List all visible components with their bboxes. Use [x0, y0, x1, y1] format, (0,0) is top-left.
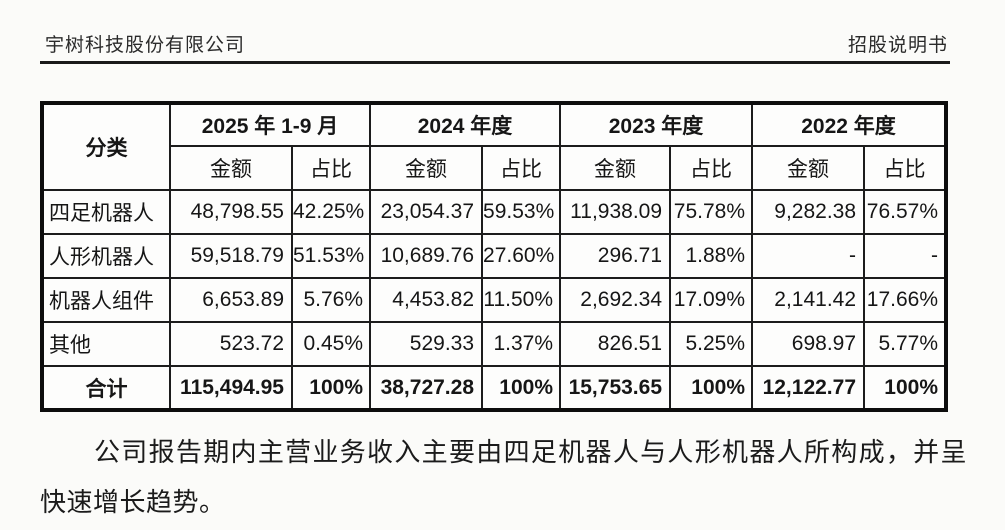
- cell-ratio: 76.57%: [863, 189, 948, 235]
- page-header: 宇树科技股份有限公司 招股说明书: [45, 30, 948, 57]
- cell-ratio: 5.76%: [290, 277, 372, 323]
- cell-amount: 2,692.34: [559, 277, 672, 323]
- cell-amount: 826.51: [559, 321, 672, 367]
- header-amount-2025: 金额: [169, 145, 293, 191]
- cell-amount: 523.72: [169, 321, 293, 367]
- cell-amount: 38,727.28: [369, 365, 484, 411]
- cell-ratio: 75.78%: [669, 189, 754, 235]
- cell-amount: 6,653.89: [169, 277, 293, 323]
- document-type-label: 招股说明书: [847, 35, 948, 56]
- header-ratio-2022: 占比: [863, 145, 948, 191]
- cell-amount: 12,122.77: [751, 365, 866, 411]
- header-ratio-2025: 占比: [290, 145, 372, 191]
- row-category: 合计: [41, 365, 171, 411]
- cell-amount: 11,938.09: [559, 189, 672, 235]
- table-row-humanoid-robot: 人形机器人 59,518.79 51.53% 10,689.76 27.60% …: [41, 233, 948, 279]
- cell-ratio: 27.60%: [481, 233, 562, 279]
- header-divider: [40, 61, 950, 64]
- header-period-2025: 2025 年 1-9 月: [168, 102, 372, 147]
- cell-amount: 698.97: [751, 321, 866, 367]
- cell-ratio: 100%: [863, 365, 948, 411]
- cell-ratio: 100%: [669, 365, 754, 411]
- header-amount-2022: 金额: [751, 145, 866, 191]
- header-amount-2023: 金额: [559, 145, 672, 191]
- cell-amount: 9,282.38: [751, 189, 866, 235]
- cell-ratio: 17.09%: [669, 277, 754, 323]
- header-category: 分类: [41, 102, 171, 191]
- table-row-other: 其他 523.72 0.45% 529.33 1.37% 826.51 5.25…: [41, 321, 948, 367]
- cell-ratio: 1.37%: [481, 321, 562, 367]
- row-category: 人形机器人: [41, 233, 171, 279]
- table-header-subcolumns: 金额 占比 金额 占比 金额 占比 金额 占比: [42, 145, 948, 191]
- cell-amount: 115,494.95: [169, 365, 293, 411]
- cell-ratio: 5.25%: [669, 321, 754, 367]
- cell-amount: 15,753.65: [559, 365, 672, 411]
- cell-amount: 529.33: [369, 321, 484, 367]
- row-category: 机器人组件: [41, 277, 171, 323]
- header-ratio-2023: 占比: [669, 145, 754, 191]
- company-name: 宇树科技股份有限公司: [45, 35, 246, 56]
- header-ratio-2024: 占比: [481, 145, 562, 191]
- cell-amount: 296.71: [559, 233, 672, 279]
- cell-ratio: 42.25%: [290, 189, 372, 235]
- cell-ratio: 1.88%: [669, 233, 754, 279]
- cell-amount: 10,689.76: [369, 233, 484, 279]
- row-category: 四足机器人: [41, 189, 171, 235]
- revenue-table: 分类 2025 年 1-9 月 2024 年度 2023 年度 2022 年度 …: [40, 101, 949, 412]
- row-category: 其他: [41, 321, 171, 367]
- cell-ratio: 5.77%: [863, 321, 948, 367]
- table-row-quadruped-robot: 四足机器人 48,798.55 42.25% 23,054.37 59.53% …: [41, 189, 948, 235]
- cell-ratio: 100%: [290, 365, 372, 411]
- table-header-periods: 分类 2025 年 1-9 月 2024 年度 2023 年度 2022 年度: [41, 102, 948, 191]
- body-paragraph: 公司报告期内主营业务收入主要由四足机器人与人形机器人所构成，并呈快速增长趋势。: [40, 438, 967, 517]
- header-period-2022: 2022 年度: [751, 102, 948, 147]
- cell-ratio: 0.45%: [290, 321, 372, 367]
- header-amount-2024: 金额: [369, 145, 484, 191]
- cell-ratio: 59.53%: [481, 189, 562, 235]
- cell-amount: 23,054.37: [369, 189, 484, 235]
- header-period-2023: 2023 年度: [559, 102, 754, 147]
- cell-ratio: 51.53%: [290, 233, 372, 279]
- cell-ratio: 100%: [481, 365, 562, 411]
- cell-amount: 2,141.42: [751, 277, 866, 323]
- table-row-total: 合计 115,494.95 100% 38,727.28 100% 15,753…: [41, 365, 948, 411]
- header-period-2024: 2024 年度: [369, 102, 562, 147]
- cell-ratio: 17.66%: [863, 277, 948, 323]
- cell-amount: 59,518.79: [169, 233, 293, 279]
- cell-amount: 48,798.55: [169, 189, 293, 235]
- cell-amount: 4,453.82: [369, 277, 484, 323]
- cell-amount: -: [751, 233, 866, 279]
- cell-ratio: -: [863, 233, 948, 279]
- table-row-robot-components: 机器人组件 6,653.89 5.76% 4,453.82 11.50% 2,6…: [41, 277, 948, 323]
- cell-ratio: 11.50%: [481, 277, 562, 323]
